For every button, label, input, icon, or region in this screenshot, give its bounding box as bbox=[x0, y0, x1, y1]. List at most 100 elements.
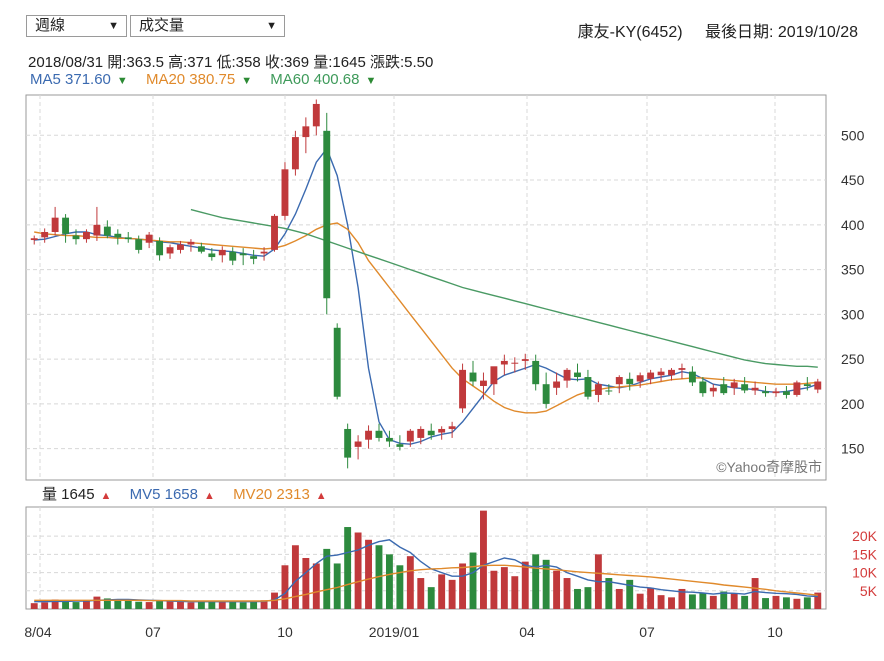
candle-body bbox=[30, 238, 38, 241]
chevron-down-icon: ▼ bbox=[266, 20, 277, 32]
x-tick-label: 07 bbox=[145, 624, 161, 640]
volume-bar bbox=[103, 598, 111, 609]
volume-bar bbox=[459, 563, 467, 609]
volume-bar bbox=[720, 591, 728, 609]
down-arrow-icon: ▼ bbox=[241, 75, 253, 87]
indicator-select-value: 成交量 bbox=[139, 17, 185, 34]
stock-name: 康友-KY(6452) bbox=[577, 24, 683, 41]
ohlc-readout: 2018/08/31 開:363.5 高:371 低:358 收:369 量:1… bbox=[28, 51, 433, 72]
candle-body bbox=[647, 372, 655, 379]
candle-body bbox=[720, 384, 728, 394]
candle-body bbox=[532, 360, 540, 385]
volume-bar bbox=[521, 561, 529, 609]
volume-bar bbox=[83, 600, 90, 609]
volume-bar bbox=[553, 570, 561, 609]
ohlc-change: 漲跌:5.50 bbox=[369, 54, 434, 71]
volume-bar bbox=[135, 601, 143, 609]
volume-bar bbox=[615, 588, 623, 609]
volume-tick-label: 15K bbox=[852, 546, 878, 562]
x-tick-label: 8/04 bbox=[24, 624, 51, 640]
candle-body bbox=[678, 368, 686, 370]
indicator-select[interactable]: 成交量 ▼ bbox=[130, 15, 285, 37]
volume-bar bbox=[626, 579, 634, 609]
ohlc-open: 開:363.5 bbox=[107, 54, 164, 71]
volume-legend: 量 1645 ▲ MV5 1658 ▲ MV20 2313 ▲ bbox=[42, 483, 341, 504]
ohlc-volume: 量:1645 bbox=[313, 54, 366, 71]
volume-bar bbox=[239, 602, 247, 609]
candle-body bbox=[563, 369, 571, 381]
volume-bar bbox=[532, 554, 540, 609]
price-panel-frame bbox=[25, 94, 827, 481]
candle-body bbox=[187, 241, 195, 245]
period-select[interactable]: 週線 ▼ bbox=[26, 15, 127, 37]
candle-body bbox=[197, 246, 205, 252]
candle-body bbox=[156, 240, 164, 256]
price-tick-label: 350 bbox=[841, 262, 865, 278]
volume-bar bbox=[93, 596, 101, 609]
candle-body bbox=[406, 430, 414, 442]
candle-body bbox=[553, 381, 561, 388]
candle-body bbox=[741, 384, 749, 391]
candle-body bbox=[594, 384, 602, 395]
price-tick-label: 400 bbox=[841, 217, 865, 233]
volume-bar bbox=[114, 599, 122, 609]
period-select-value: 週線 bbox=[35, 17, 66, 34]
stock-header: 康友-KY(6452) 最後日期: 2019/10/28 bbox=[578, 18, 858, 42]
candle-body bbox=[657, 371, 665, 376]
legend-volume: 量 1645 bbox=[42, 486, 95, 503]
volume-bar bbox=[406, 556, 414, 609]
ohlc-date: 2018/08/31 bbox=[28, 54, 104, 71]
candle-body bbox=[584, 377, 592, 397]
candle-body bbox=[291, 137, 299, 170]
volume-bar bbox=[688, 594, 696, 609]
volume-bar bbox=[657, 595, 665, 609]
candle-body bbox=[41, 231, 49, 238]
mv-line-mv5 bbox=[34, 539, 818, 603]
volume-bar bbox=[605, 578, 613, 609]
volume-tick-label: 5K bbox=[860, 583, 878, 599]
ohlc-high: 高:371 bbox=[168, 54, 213, 71]
volume-bar bbox=[51, 599, 59, 609]
volume-bar bbox=[312, 563, 320, 609]
volume-bar bbox=[208, 601, 216, 609]
candle-body bbox=[177, 244, 184, 250]
volume-bar bbox=[344, 527, 352, 609]
candle-body bbox=[448, 426, 456, 429]
volume-bar bbox=[218, 602, 226, 609]
volume-bar bbox=[480, 510, 487, 609]
volume-bar bbox=[814, 592, 822, 609]
candle-body bbox=[344, 428, 352, 458]
candle-body bbox=[93, 224, 101, 236]
candle-body bbox=[239, 253, 247, 256]
candle-body bbox=[250, 256, 258, 259]
volume-bar bbox=[563, 578, 571, 609]
candle-body bbox=[814, 381, 822, 390]
candle-body bbox=[312, 103, 320, 127]
volume-bar bbox=[793, 598, 801, 609]
x-tick-label: 10 bbox=[767, 624, 783, 640]
candle-body bbox=[636, 375, 644, 382]
legend-mv5: MV5 1658 bbox=[129, 486, 198, 503]
volume-bar bbox=[187, 602, 195, 609]
candle-body bbox=[709, 387, 717, 392]
candle-body bbox=[103, 226, 111, 236]
candle-body bbox=[782, 391, 790, 395]
candle-body bbox=[323, 130, 331, 299]
ohlc-low: 低:358 bbox=[216, 54, 261, 71]
candle-body bbox=[521, 359, 529, 361]
candle-body bbox=[145, 234, 153, 243]
volume-bar bbox=[250, 600, 258, 609]
volume-bar bbox=[427, 587, 435, 609]
volume-bar bbox=[647, 587, 655, 609]
volume-bar bbox=[584, 587, 592, 609]
watermark: ©Yahoo奇摩股市 bbox=[716, 459, 822, 475]
candle-body bbox=[803, 384, 811, 386]
volume-bar bbox=[469, 552, 477, 609]
volume-panel-frame bbox=[25, 506, 827, 610]
volume-bar bbox=[490, 570, 498, 609]
volume-bar bbox=[197, 600, 205, 609]
candle-body bbox=[365, 430, 372, 440]
candle-body bbox=[417, 428, 425, 438]
volume-tick-label: 20K bbox=[852, 528, 878, 544]
